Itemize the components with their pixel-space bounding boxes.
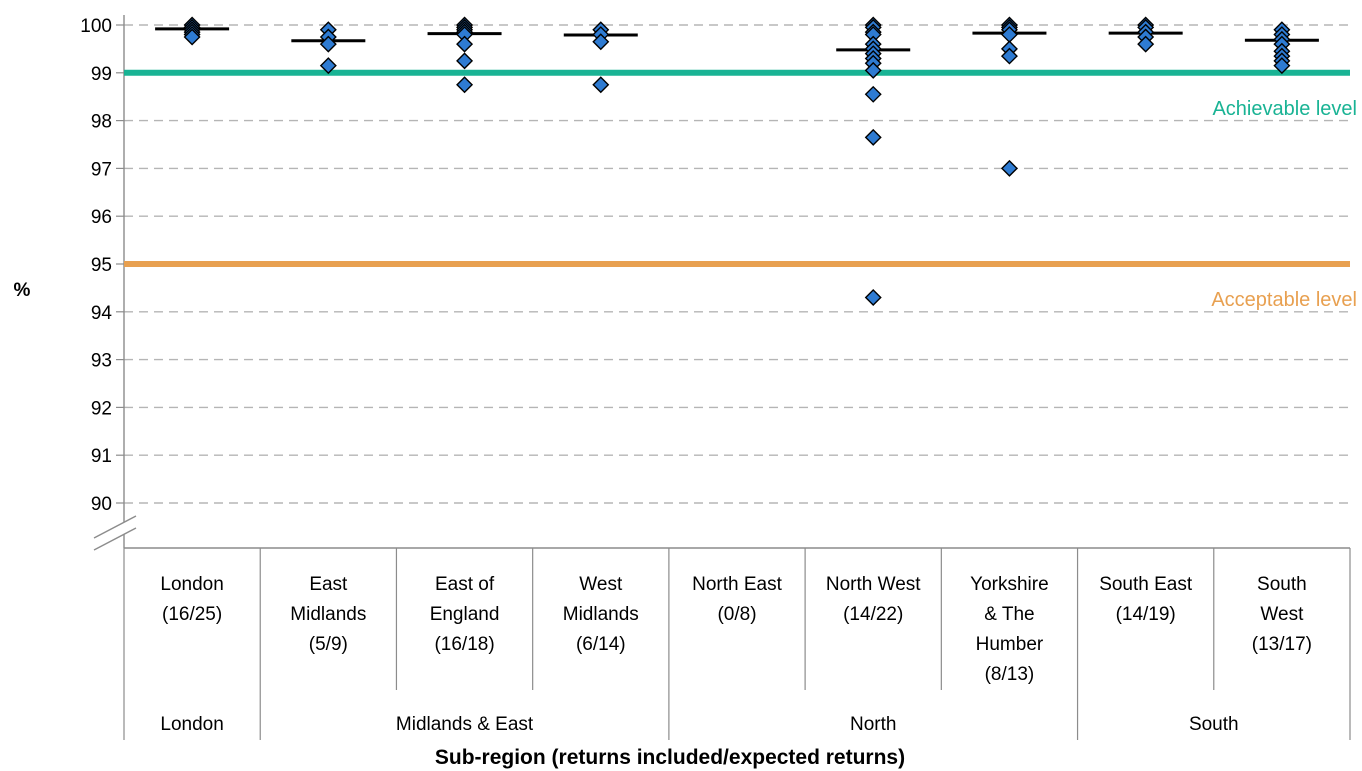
category-label: London (16/25) bbox=[160, 574, 223, 625]
y-tick-label: 90 bbox=[91, 494, 112, 515]
category-label-line: East of bbox=[435, 574, 495, 595]
data-point bbox=[319, 35, 337, 53]
category-label-line: & The bbox=[984, 604, 1034, 625]
region-label: South bbox=[1189, 714, 1239, 735]
category-label-line: (13/17) bbox=[1252, 634, 1312, 655]
region-label: North bbox=[850, 714, 896, 735]
reference-line-label: Achievable level bbox=[1212, 98, 1357, 120]
category-label-line: West bbox=[579, 574, 623, 595]
category-label-line: South bbox=[1257, 574, 1307, 595]
y-tick-label: 100 bbox=[80, 16, 112, 37]
category-label-line: Midlands bbox=[563, 604, 639, 625]
data-point bbox=[1137, 35, 1155, 53]
region-label: Midlands & East bbox=[396, 714, 534, 735]
data-point bbox=[456, 35, 474, 53]
y-tick-label: 93 bbox=[91, 351, 112, 372]
data-point bbox=[864, 288, 882, 306]
x-axis-label: Sub-region (returns included/expected re… bbox=[435, 746, 905, 769]
y-tick-label: 98 bbox=[91, 112, 112, 133]
data-point bbox=[1000, 47, 1018, 65]
category-label-line: (14/22) bbox=[843, 604, 903, 625]
category-label: North East (0/8) bbox=[692, 574, 782, 625]
data-point bbox=[319, 57, 337, 75]
y-tick-label: 95 bbox=[91, 255, 112, 276]
category-label-line: (0/8) bbox=[717, 604, 756, 625]
category-label: East Midlands (5/9) bbox=[290, 574, 366, 655]
category-label: North West (14/22) bbox=[826, 574, 921, 625]
category-label: South West (13/17) bbox=[1252, 574, 1312, 655]
axis-break-mark bbox=[93, 515, 137, 539]
data-point bbox=[1000, 159, 1018, 177]
category-label-line: North West bbox=[826, 574, 921, 595]
data-point bbox=[592, 33, 610, 51]
category-label-line: Midlands bbox=[290, 604, 366, 625]
data-point bbox=[456, 76, 474, 94]
data-points bbox=[183, 16, 1291, 306]
category-label-line: East bbox=[309, 574, 348, 595]
y-tick-label: 94 bbox=[91, 303, 113, 324]
y-tick-label: 91 bbox=[91, 446, 112, 467]
category-label-line: (8/13) bbox=[985, 664, 1035, 685]
category-label-line: South East bbox=[1099, 574, 1193, 595]
y-tick-label: 99 bbox=[91, 64, 112, 85]
category-label-line: (6/14) bbox=[576, 634, 626, 655]
data-point bbox=[592, 76, 610, 94]
data-point bbox=[864, 128, 882, 146]
data-point bbox=[864, 61, 882, 79]
category-label-line: (5/9) bbox=[309, 634, 348, 655]
data-point bbox=[1273, 57, 1291, 75]
category-label-line: (16/18) bbox=[434, 634, 494, 655]
reference-line-labels: Achievable level Acceptable level bbox=[1211, 98, 1357, 311]
axes bbox=[93, 15, 1350, 551]
y-tick-label: 96 bbox=[91, 207, 112, 228]
y-axis-label: % bbox=[14, 280, 31, 301]
data-point bbox=[456, 52, 474, 70]
category-label-line: England bbox=[430, 604, 500, 625]
category-axis: London (16/25) East Midlands (5/9) East of Eng… bbox=[123, 548, 1351, 740]
y-tick-label: 92 bbox=[91, 398, 112, 419]
y-tick-label: 97 bbox=[91, 159, 112, 180]
category-label-line: West bbox=[1260, 604, 1304, 625]
data-point bbox=[183, 28, 201, 46]
category-label: East of England (16/18) bbox=[430, 574, 500, 655]
y-tick-labels: 90 91 92 93 94 95 96 97 98 99 100 bbox=[80, 16, 112, 515]
category-label-line: North East bbox=[692, 574, 782, 595]
category-label: West Midlands (6/14) bbox=[563, 574, 639, 655]
category-label-line: Humber bbox=[976, 634, 1044, 655]
reference-line-label: Acceptable level bbox=[1211, 289, 1357, 311]
category-label-line: (14/19) bbox=[1116, 604, 1176, 625]
category-label-line: (16/25) bbox=[162, 604, 222, 625]
category-label: South East (14/19) bbox=[1099, 574, 1193, 625]
region-label: London bbox=[160, 714, 223, 735]
category-label-line: London bbox=[160, 574, 223, 595]
data-point bbox=[864, 85, 882, 103]
category-label: Yorkshire & The Humber (8/13) bbox=[970, 574, 1049, 685]
axis-break-mark bbox=[93, 527, 137, 551]
category-label-line: Yorkshire bbox=[970, 574, 1049, 595]
